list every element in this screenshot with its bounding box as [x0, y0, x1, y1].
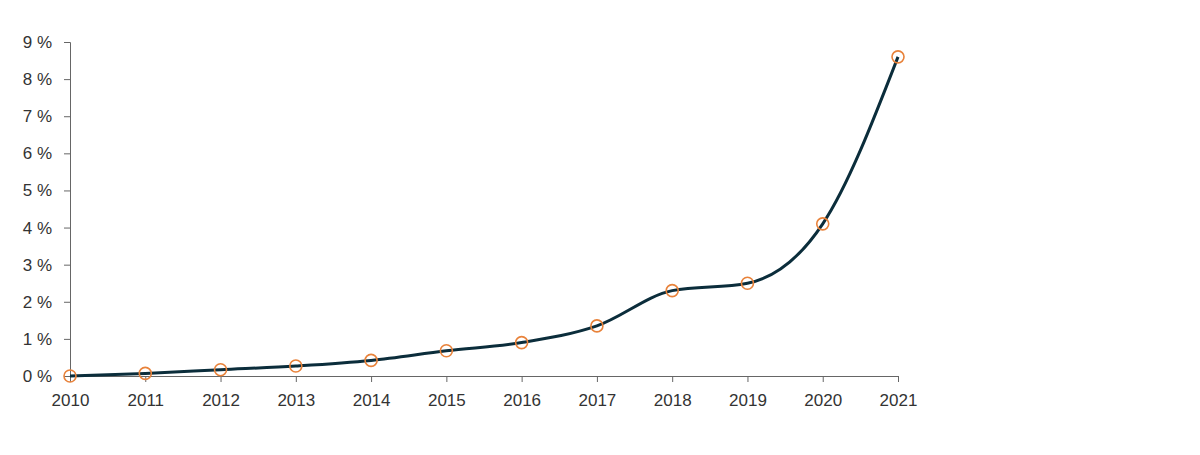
tick-label: 2021 — [880, 391, 918, 410]
tick-mark — [898, 376, 899, 382]
tick-label: 2016 — [503, 391, 541, 410]
tick: 2 % — [23, 293, 70, 312]
tick-mark — [296, 376, 297, 382]
tick-mark — [64, 42, 70, 43]
tick: 2017 — [578, 376, 616, 410]
tick: 2019 — [729, 376, 767, 410]
tick-mark — [672, 376, 673, 382]
axis-line — [64, 43, 71, 377]
tick-label: 2015 — [428, 391, 466, 410]
tick-label: 2019 — [729, 391, 767, 410]
chart: 0 %1 %2 %3 %4 %5 %6 %7 %8 %9 %2010201120… — [0, 0, 1200, 455]
tick: 2018 — [654, 376, 692, 410]
tick-label: 9 % — [23, 33, 52, 52]
tick-label: 2020 — [804, 391, 842, 410]
line — [70, 57, 898, 376]
tick-mark — [64, 265, 70, 266]
tick-mark — [823, 376, 824, 382]
tick: 6 % — [23, 144, 70, 163]
tick: 0 % — [23, 367, 70, 386]
tick-label: 2 % — [23, 293, 52, 312]
tick: 5 % — [23, 181, 70, 200]
tick-mark — [64, 376, 70, 377]
tick: 2011 — [127, 376, 164, 410]
axis-line — [71, 377, 899, 383]
tick-label: 2011 — [127, 391, 164, 410]
marker — [741, 277, 753, 289]
tick-label: 5 % — [23, 181, 52, 200]
tick-label: 6 % — [23, 144, 52, 163]
tick-mark — [64, 153, 70, 154]
tick: 2015 — [428, 376, 466, 410]
tick: 9 % — [23, 33, 70, 52]
marker — [365, 354, 377, 366]
tick: 2016 — [503, 376, 541, 410]
tick-label: 0 % — [23, 367, 52, 386]
marker — [817, 218, 829, 230]
tick: 2013 — [277, 376, 315, 410]
tick-mark — [64, 339, 70, 340]
marker — [440, 345, 452, 357]
marker — [516, 337, 528, 349]
tick-mark — [747, 376, 748, 382]
marker — [64, 370, 76, 382]
tick-mark — [64, 190, 70, 191]
tick-label: 2013 — [277, 391, 315, 410]
tick-label: 4 % — [23, 218, 52, 237]
tick-label: 2018 — [654, 391, 692, 410]
tick-mark — [64, 302, 70, 303]
marker — [290, 360, 302, 372]
tick-mark — [64, 79, 70, 80]
y-axis: 0 % 1 % 2 % 3 % 4 % 5 % 6 % 7 % 8 % 9 % — [23, 33, 71, 386]
tick-label: 3 % — [23, 256, 52, 275]
tick-mark — [522, 376, 523, 382]
tick: 2010 — [52, 376, 90, 410]
tick-mark — [221, 376, 222, 382]
tick-mark — [597, 376, 598, 382]
tick-label: 2017 — [578, 391, 616, 410]
tick: 2021 — [880, 376, 918, 410]
tick: 4 % — [23, 218, 70, 237]
tick-mark — [371, 376, 372, 382]
tick-label: 2010 — [52, 391, 90, 410]
marker — [591, 320, 603, 332]
tick-label: 2014 — [353, 391, 391, 410]
tick: 2014 — [353, 376, 391, 410]
tick-label: 8 % — [23, 70, 52, 89]
tick: 7 % — [23, 107, 70, 126]
tick-mark — [64, 116, 70, 117]
tick-label: 2012 — [202, 391, 240, 410]
marker — [139, 367, 151, 379]
tick: 8 % — [23, 70, 70, 89]
marks — [64, 51, 904, 382]
tick: 3 % — [23, 256, 70, 275]
marker — [892, 51, 904, 63]
tick: 2012 — [202, 376, 240, 410]
tick-mark — [64, 228, 70, 229]
tick: 1 % — [23, 330, 70, 349]
plot: 0 %1 %2 %3 %4 %5 %6 %7 %8 %9 %2010201120… — [23, 33, 918, 410]
tick: 2020 — [804, 376, 842, 410]
marker — [215, 364, 227, 376]
tick-mark — [446, 376, 447, 382]
x-axis: 2010 2011 2012 2013 2014 2015 2016 2017 2018 2019… — [52, 376, 918, 410]
marker — [666, 285, 678, 297]
tick-label: 7 % — [23, 107, 52, 126]
tick-label: 1 % — [23, 330, 52, 349]
